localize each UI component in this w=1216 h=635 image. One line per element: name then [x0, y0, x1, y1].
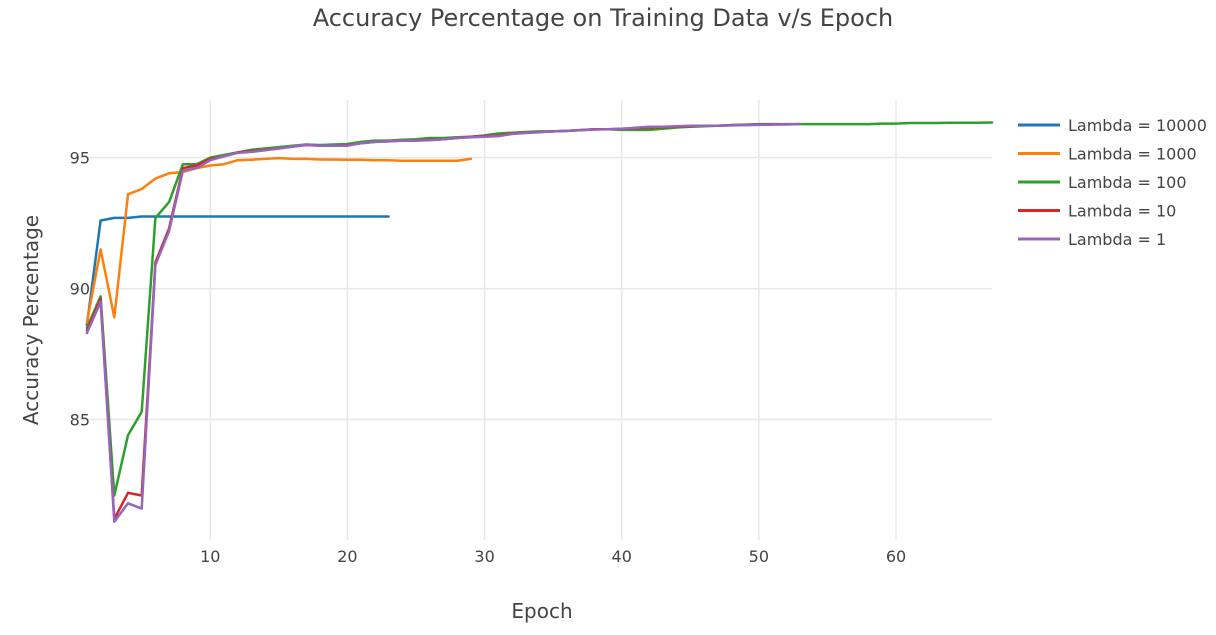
y-tick-label: 85	[70, 411, 90, 430]
x-axis-title: Epoch	[511, 599, 572, 623]
chart-title: Accuracy Percentage on Training Data v/s…	[313, 4, 894, 32]
legend-label: Lambda = 1	[1068, 230, 1166, 249]
series-line-1	[85, 215, 390, 327]
legend-item[interactable]: Lambda = 10000	[1018, 116, 1207, 135]
x-tick-label: 50	[749, 547, 769, 566]
series-line-5	[85, 122, 802, 523]
series-line-3	[85, 121, 994, 497]
legend-item[interactable]: Lambda = 100	[1018, 173, 1187, 192]
series-lines	[85, 121, 994, 523]
x-tick-label: 40	[612, 547, 632, 566]
x-tick-label: 60	[886, 547, 906, 566]
legend-label: Lambda = 10000	[1068, 116, 1207, 135]
legend-item[interactable]: Lambda = 1000	[1018, 145, 1197, 164]
legend-item[interactable]: Lambda = 1	[1018, 230, 1166, 249]
legend-label: Lambda = 10	[1068, 202, 1176, 221]
y-tick-label: 90	[70, 280, 90, 299]
x-tick-label: 10	[200, 547, 220, 566]
grid-lines	[80, 100, 992, 540]
x-tick-label: 30	[474, 547, 494, 566]
y-tick-label: 95	[70, 149, 90, 168]
legend: Lambda = 10000 Lambda = 1000 Lambda = 100 L…	[1018, 116, 1207, 249]
legend-label: Lambda = 100	[1068, 173, 1187, 192]
axis-ticks: 10 20 30 40 50 60 85 90 95	[70, 149, 907, 566]
series-line-2	[85, 156, 473, 324]
legend-item[interactable]: Lambda = 10	[1018, 202, 1176, 221]
x-tick-label: 20	[337, 547, 357, 566]
legend-label: Lambda = 1000	[1068, 145, 1197, 164]
y-axis-title: Accuracy Percentage	[19, 215, 43, 425]
series-line-4	[85, 122, 802, 521]
